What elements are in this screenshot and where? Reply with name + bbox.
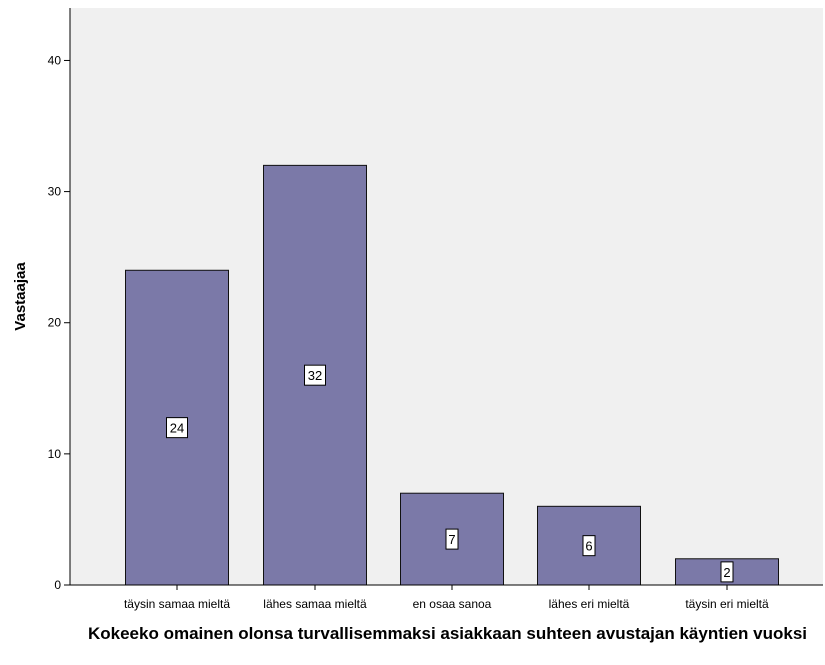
y-tick-label: 30 (48, 185, 62, 199)
x-category-label: lähes eri mieltä (549, 597, 630, 611)
x-category-label: täysin samaa mieltä (124, 597, 230, 611)
data-label-box (582, 535, 596, 557)
data-label-box (720, 561, 734, 583)
data-labels-group: 24 32 7 6 2 (166, 364, 734, 583)
y-axis-title: Vastaajaa (12, 262, 29, 331)
y-tick-label: 0 (54, 578, 61, 592)
y-tick-label: 20 (48, 316, 62, 330)
data-label-box (445, 528, 459, 550)
x-category-label: en osaa sanoa (413, 597, 492, 611)
data-label: 32 (308, 368, 322, 383)
y-tick-label: 10 (48, 447, 62, 461)
y-ticks-group: 0 10 20 30 40 (48, 53, 70, 592)
data-label: 7 (448, 532, 455, 547)
data-label-box (166, 417, 188, 439)
x-axis-title: Kokeeko omainen olonsa turvallisemmaksi … (87, 624, 808, 643)
x-categories-group: täysin samaa mieltä lähes samaa mieltä en … (124, 585, 769, 611)
x-category-label: lähes samaa mieltä (263, 597, 367, 611)
data-label-box (304, 364, 326, 386)
data-label: 2 (723, 565, 730, 580)
y-tick-label: 40 (48, 53, 62, 67)
x-category-label: täysin eri mieltä (685, 597, 769, 611)
data-label: 24 (170, 421, 184, 436)
data-label: 6 (585, 539, 592, 554)
